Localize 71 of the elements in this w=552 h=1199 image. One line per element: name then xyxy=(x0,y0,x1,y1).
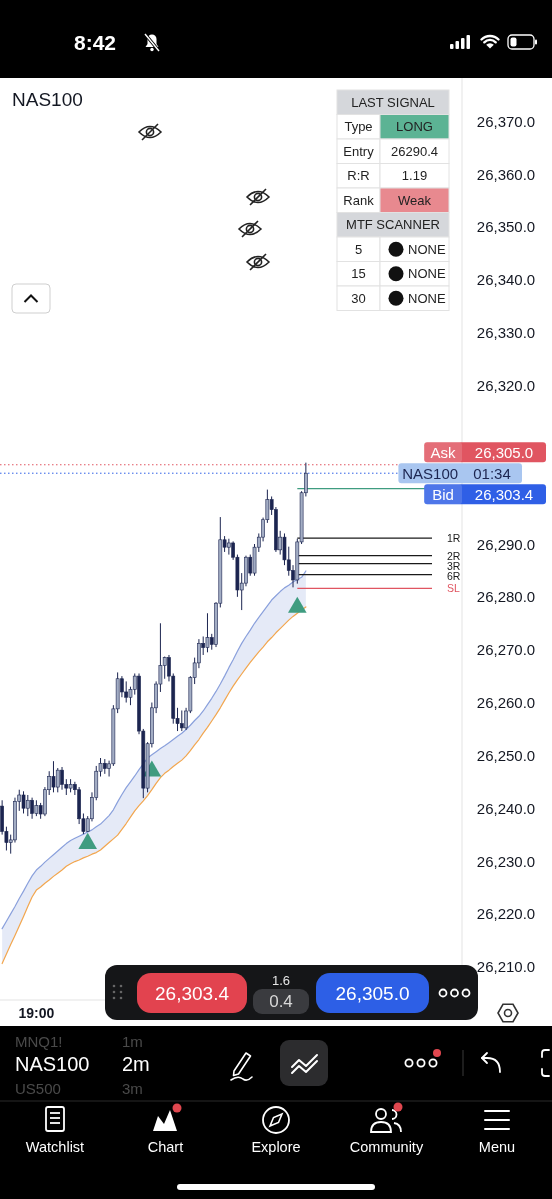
annotation: 1.19 xyxy=(401,168,428,184)
candlestick xyxy=(179,709,184,732)
text: NAS100 xyxy=(15,1053,90,1075)
candlestick xyxy=(55,767,60,793)
annotation: Type xyxy=(344,119,373,135)
text: US500 xyxy=(15,1080,61,1097)
ref-line-label: 6R xyxy=(447,569,461,582)
annotation: 30 xyxy=(351,290,366,306)
text: Menu xyxy=(478,1139,516,1155)
candlestick xyxy=(124,680,129,704)
y-tick-label: 26,220.0 xyxy=(476,905,536,923)
candlestick xyxy=(21,790,26,814)
text: MTF SCANNER xyxy=(346,217,440,233)
ref-line-label: 2R xyxy=(447,549,461,562)
candlestick xyxy=(30,797,34,820)
annotation: 26,305.0 xyxy=(335,982,410,1004)
ref-line-label: 1R xyxy=(447,532,461,545)
annotation: 15 xyxy=(351,266,366,282)
annotation: Weak xyxy=(398,192,432,208)
annotation: 1.6 xyxy=(271,972,291,988)
y-tick-label: 26,230.0 xyxy=(476,852,536,870)
annotation: R:R xyxy=(347,168,370,184)
text: Explore xyxy=(251,1139,301,1155)
y-tick-label: 26,240.0 xyxy=(476,799,536,817)
annotation: Entry xyxy=(343,143,375,159)
text: Community xyxy=(349,1139,424,1155)
text: MNQ1! xyxy=(15,1033,63,1050)
text: Chart xyxy=(147,1139,184,1155)
text: 01:34 xyxy=(473,464,511,482)
candlestick xyxy=(51,760,56,793)
y-tick-label: 26,290.0 xyxy=(476,535,536,553)
text: NAS100 xyxy=(12,89,83,110)
ref-line-label: SL xyxy=(447,582,460,595)
ref-line-label: 3R xyxy=(447,559,461,572)
y-tick-label: 26,270.0 xyxy=(476,641,536,659)
text: LAST SIGNAL xyxy=(351,94,435,110)
y-tick-label: 26,350.0 xyxy=(476,218,536,236)
candlestick xyxy=(205,612,210,653)
ref-line-label: Bid xyxy=(432,485,454,503)
text: 3m xyxy=(122,1080,143,1097)
annotation: 26,303.4 xyxy=(155,982,230,1004)
y-tick-label: 26,210.0 xyxy=(476,958,536,976)
annotation: 0.4 xyxy=(269,992,293,1011)
text: 26,303.4 xyxy=(474,485,534,503)
annotation: 26290.4 xyxy=(391,143,438,159)
y-tick-label: 26,340.0 xyxy=(476,271,536,289)
ref-line-label: Ask xyxy=(430,443,457,461)
y-tick-label: 26,330.0 xyxy=(476,324,536,342)
y-tick-label: 26,250.0 xyxy=(476,746,536,764)
text: 8:42 xyxy=(73,30,117,54)
text: Watchlist xyxy=(25,1139,85,1155)
point xyxy=(288,596,307,613)
y-tick-label: 26,320.0 xyxy=(476,377,536,395)
text: NAS100 xyxy=(402,464,459,482)
text: 2m xyxy=(122,1053,150,1075)
annotation: NONE xyxy=(408,290,446,306)
y-tick-label: 26,260.0 xyxy=(476,694,536,712)
annotation: 5 xyxy=(354,241,363,257)
text: 1m xyxy=(122,1033,143,1050)
annotation: LONG xyxy=(396,119,433,135)
annotation: NONE xyxy=(408,241,446,257)
y-tick-label: 26,370.0 xyxy=(476,112,536,130)
point xyxy=(78,832,97,849)
text: 26,305.0 xyxy=(474,443,534,461)
annotation: NONE xyxy=(408,266,446,282)
candlestick xyxy=(60,766,64,791)
x-tick-label: 19:00 xyxy=(18,1005,55,1021)
y-tick-label: 26,280.0 xyxy=(476,588,536,606)
candlestick xyxy=(25,794,30,817)
y-tick-label: 26,360.0 xyxy=(476,165,536,183)
annotation: Rank xyxy=(343,192,375,208)
